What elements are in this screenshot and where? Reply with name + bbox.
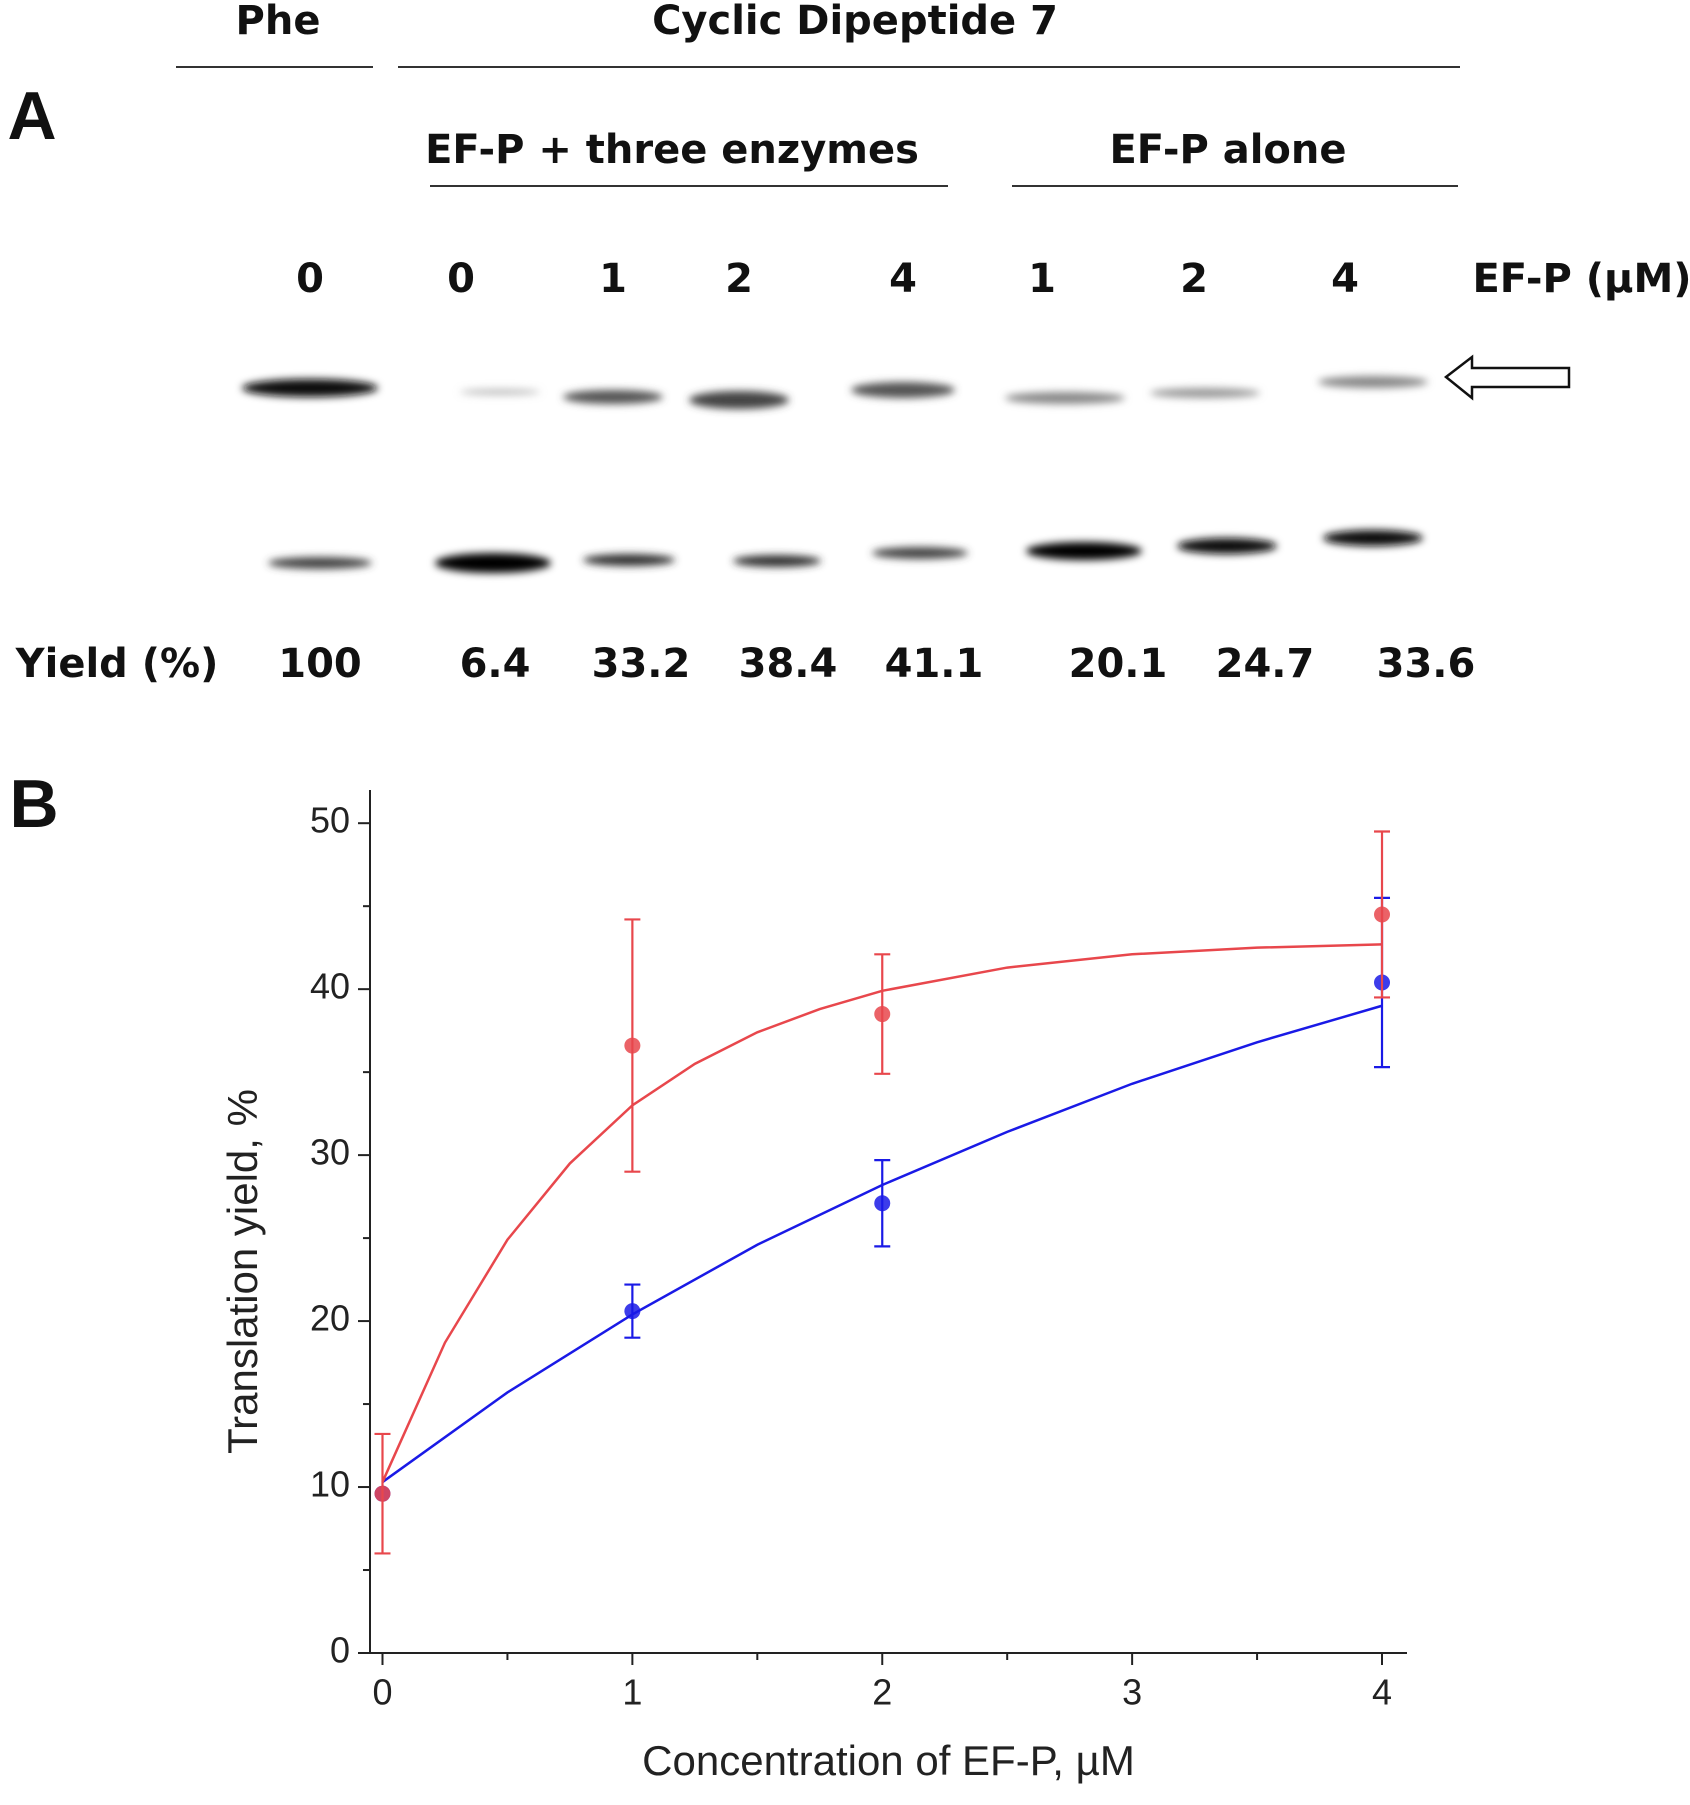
band xyxy=(689,391,789,409)
yield-value: 6.4 xyxy=(460,641,531,687)
gel xyxy=(242,376,1428,573)
lane-label: 0 xyxy=(296,256,324,302)
band xyxy=(851,382,955,398)
band xyxy=(1026,542,1142,560)
data-point xyxy=(874,1195,891,1212)
lane-label: 4 xyxy=(889,256,917,302)
y-tick-label: 10 xyxy=(310,1464,350,1505)
yield-value: 41.1 xyxy=(885,641,984,687)
fit-line xyxy=(381,943,1383,1483)
panel-label: B xyxy=(9,766,58,842)
x-tick-label: 2 xyxy=(872,1672,892,1713)
x-tick-label: 3 xyxy=(1122,1672,1142,1713)
yield-value: 20.1 xyxy=(1069,641,1168,687)
chart: B 0 10 20 30 40 50 0 1 2 3 4 Concentration of EF-P, … xyxy=(9,766,1407,1784)
lane-labels: 0 0 1 2 4 1 2 4 100 6.4 33.2 38.4 41.1 20.1 24.7 33.6 xyxy=(278,256,1475,687)
band xyxy=(242,379,378,397)
data-point xyxy=(1374,906,1391,923)
band xyxy=(1150,388,1260,398)
data-point xyxy=(374,1485,391,1502)
yield-value: 100 xyxy=(278,641,362,687)
x-tick-label: 1 xyxy=(622,1672,642,1713)
lane-label: 0 xyxy=(447,256,475,302)
group-label: Cyclic Dipeptide 7 xyxy=(652,0,1058,44)
band xyxy=(268,557,372,569)
lane-label: 2 xyxy=(1180,256,1208,302)
band xyxy=(563,390,663,404)
band xyxy=(1005,392,1125,404)
lane-unit: EF-P (µM) xyxy=(1472,256,1690,302)
group-label: Phe xyxy=(236,0,321,44)
band xyxy=(583,554,675,566)
y-tick-label: 50 xyxy=(310,800,350,841)
yield-value: 24.7 xyxy=(1216,641,1315,687)
x-axis-label: Concentration of EF-P, µM xyxy=(642,1737,1135,1784)
yield-value: 38.4 xyxy=(739,641,838,687)
y-tick-label: 20 xyxy=(310,1298,350,1339)
band xyxy=(872,547,968,559)
x-tick-label: 0 xyxy=(372,1672,392,1713)
y-axis-label: Translation yield, % xyxy=(219,1089,266,1454)
data-point xyxy=(624,1037,641,1054)
band xyxy=(460,389,540,395)
lane-label: 1 xyxy=(599,256,627,302)
yield-label: Yield (%) xyxy=(15,641,219,687)
x-tick-label: 4 xyxy=(1372,1672,1392,1713)
band xyxy=(1323,530,1423,546)
band xyxy=(733,555,821,567)
subgroup-label: EF-P + three enzymes xyxy=(425,127,919,173)
lane-label: 4 xyxy=(1331,256,1359,302)
lane-label: 2 xyxy=(725,256,753,302)
y-tick-label: 0 xyxy=(330,1630,350,1671)
y-tick-label: 30 xyxy=(310,1132,350,1173)
lane-label: 1 xyxy=(1028,256,1056,302)
yield-value: 33.2 xyxy=(592,641,691,687)
data-point xyxy=(624,1303,641,1320)
panel-label: A xyxy=(7,78,56,154)
band xyxy=(1318,376,1428,388)
data-point xyxy=(874,1006,891,1023)
band xyxy=(1177,538,1277,554)
band xyxy=(435,553,551,573)
arrow xyxy=(1443,354,1571,401)
subgroup-label: EF-P alone xyxy=(1109,127,1346,173)
yield-value: 33.6 xyxy=(1377,641,1476,687)
y-tick-label: 40 xyxy=(310,966,350,1007)
